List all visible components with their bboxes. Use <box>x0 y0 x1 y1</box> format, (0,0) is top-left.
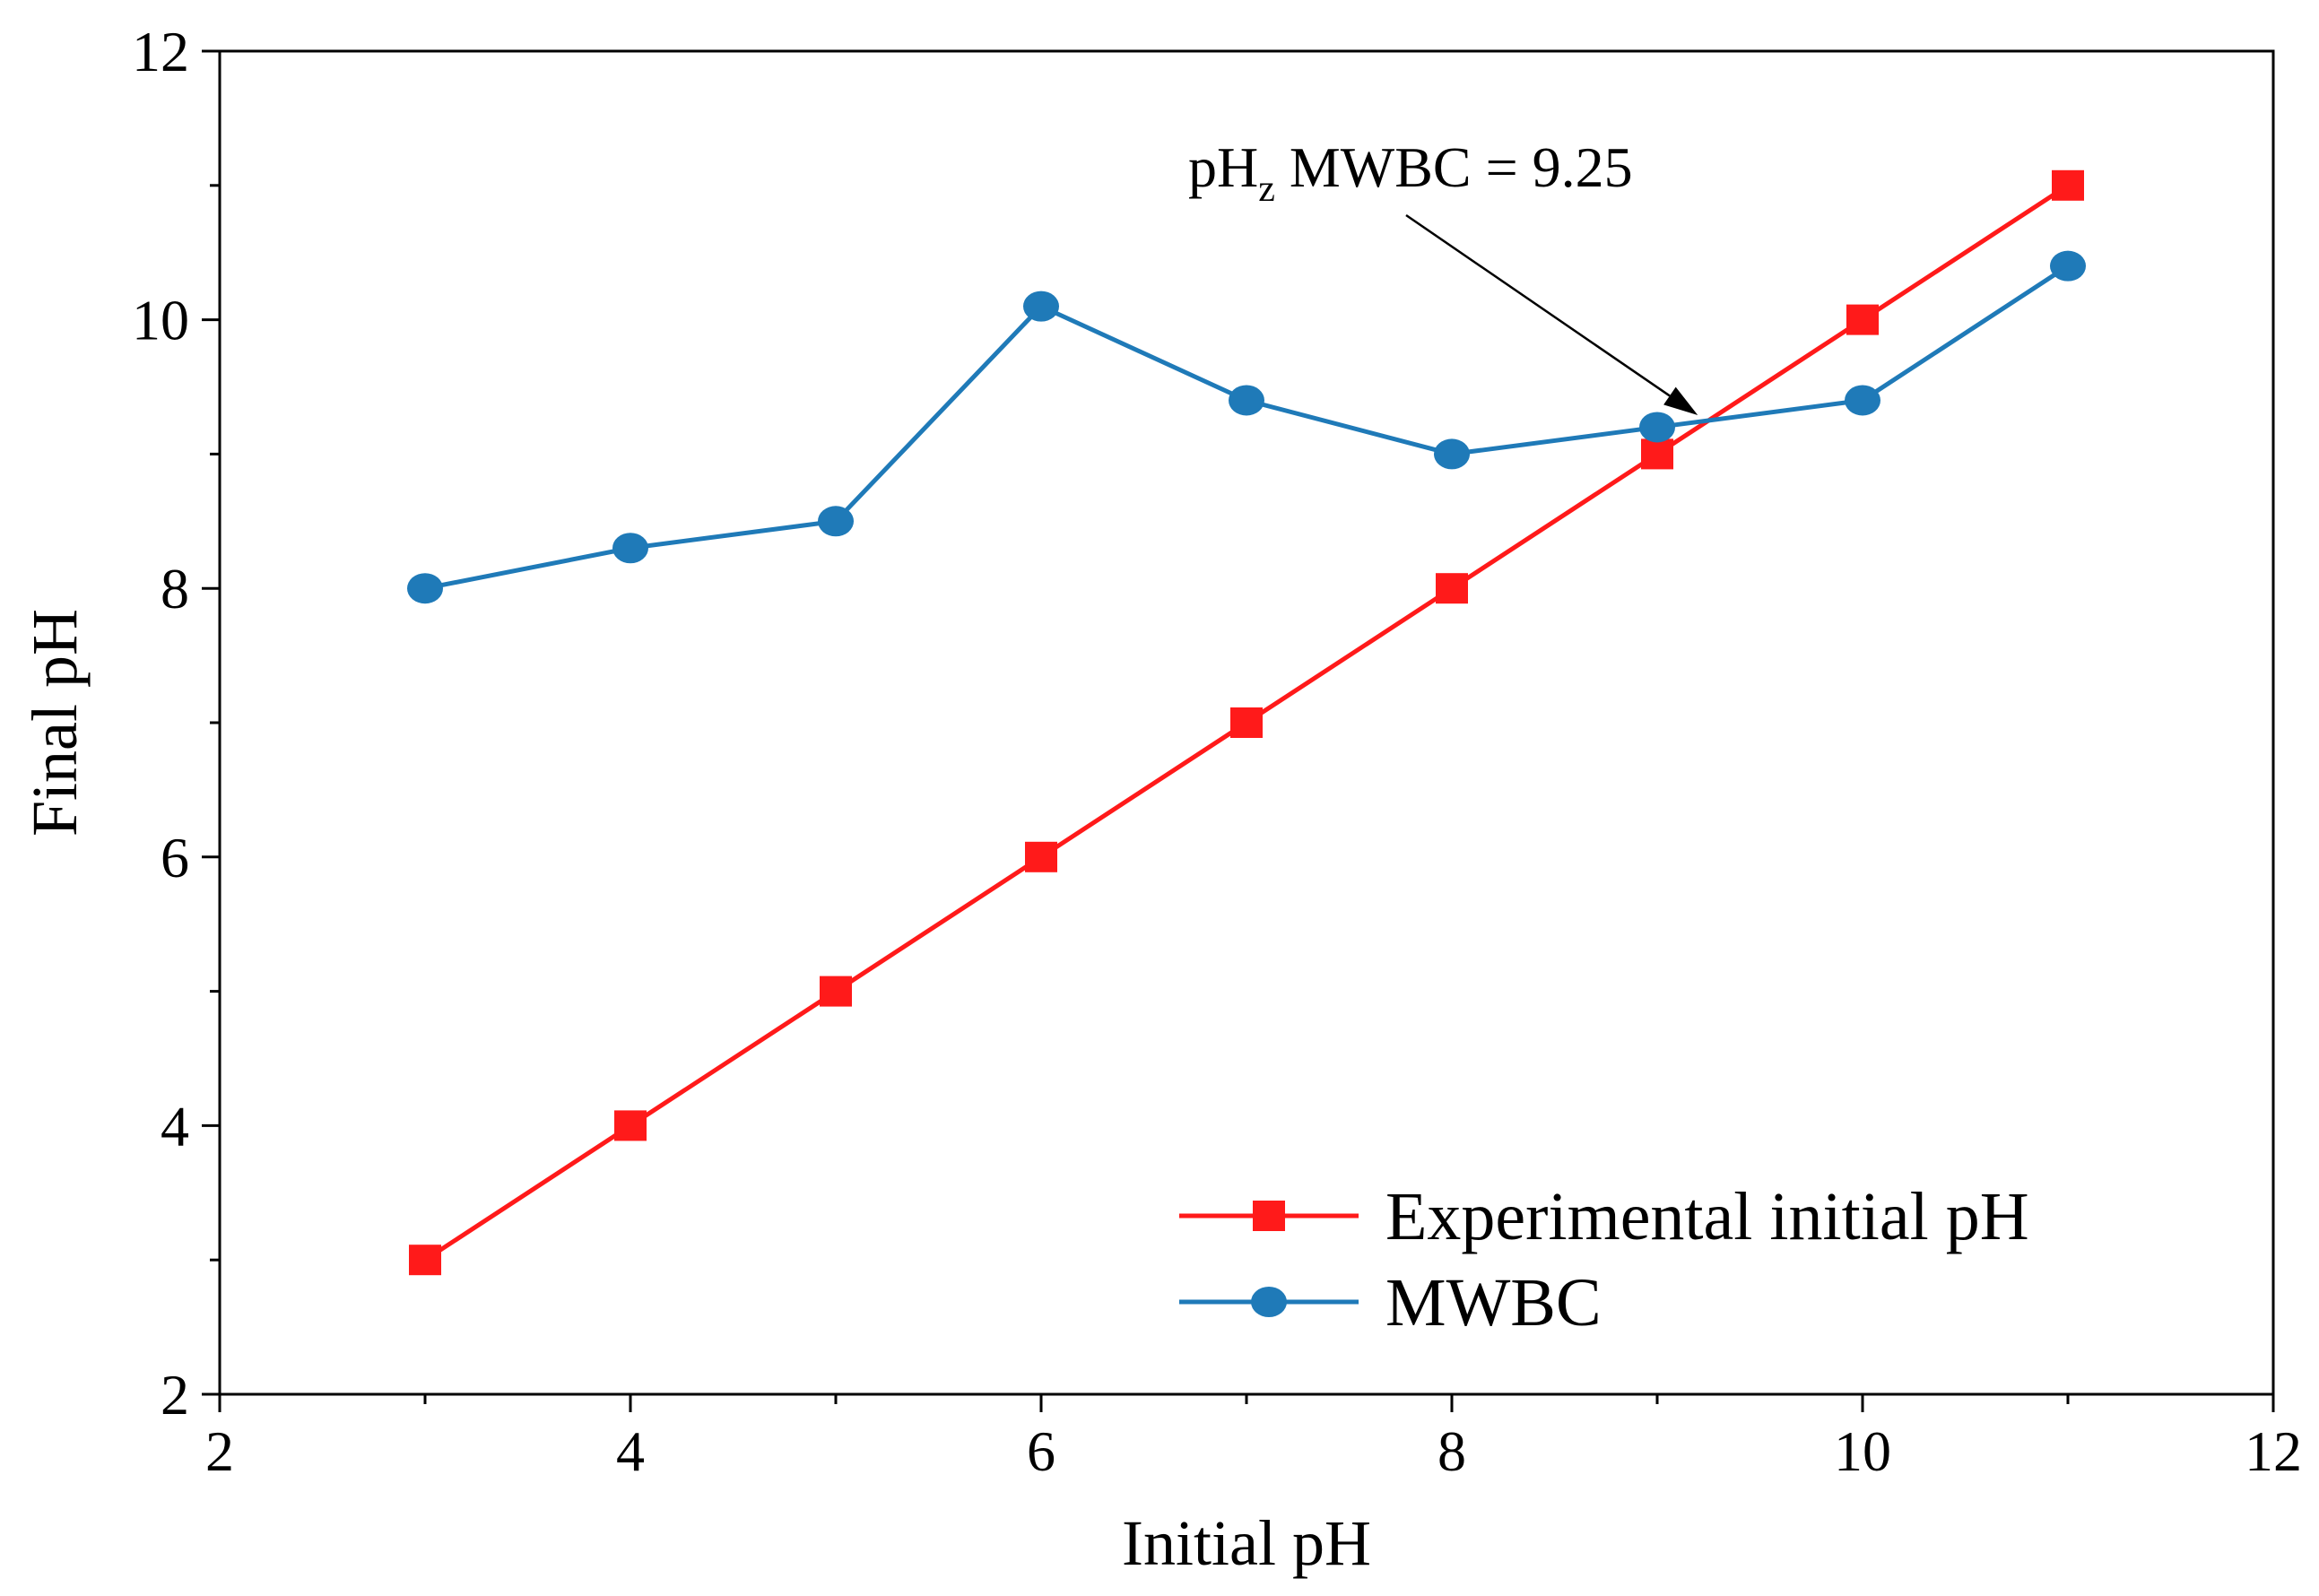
y-tick-label: 12 <box>132 20 189 83</box>
x-tick-label: 12 <box>2245 1419 2302 1483</box>
data-point-mwbc <box>1229 385 1264 416</box>
annotation-label-rest: MWBC = 9.25 <box>1275 135 1633 199</box>
data-point-experimental <box>409 1245 441 1276</box>
x-tick-label: 2 <box>205 1419 234 1483</box>
x-tick-label: 8 <box>1437 1419 1466 1483</box>
annotation-label-main: pH <box>1188 135 1258 199</box>
data-point-mwbc <box>1639 412 1675 443</box>
series-line-mwbc <box>424 264 2070 591</box>
data-point-experimental <box>2052 169 2084 201</box>
legend-marker-experimental <box>1253 1201 1285 1231</box>
y-tick-label: 10 <box>132 289 189 352</box>
y-tick-label: 2 <box>161 1363 189 1427</box>
annotation-arrowhead <box>1663 386 1698 415</box>
data-point-experimental <box>1846 304 1879 335</box>
data-point-experimental <box>1641 438 1673 470</box>
data-point-mwbc <box>2050 250 2086 282</box>
legend-item-mwbc: MWBC <box>1179 1265 1602 1340</box>
data-point-mwbc <box>1023 291 1059 322</box>
data-point-experimental <box>1436 573 1468 604</box>
annotation-label-subscript: z <box>1258 169 1275 210</box>
y-tick-label: 8 <box>161 557 189 620</box>
y-axis-title: Final pH <box>19 609 91 837</box>
x-axis-title: Initial pH <box>1122 1507 1371 1579</box>
series-layer <box>407 169 2086 1276</box>
data-point-mwbc <box>1845 385 1880 416</box>
legend-marker-mwbc <box>1251 1287 1287 1317</box>
data-point-mwbc <box>818 506 854 537</box>
data-point-experimental <box>1025 841 1057 872</box>
data-point-mwbc <box>612 533 648 564</box>
data-point-experimental <box>614 1110 647 1141</box>
data-point-mwbc <box>407 573 443 604</box>
y-tick-label: 6 <box>161 826 189 889</box>
x-axis: 2 4 6 8 10 12 <box>205 1394 2302 1483</box>
data-point-mwbc <box>1434 438 1470 470</box>
data-point-experimental <box>1230 707 1263 738</box>
annotation-label: pHz MWBC = 9.25 <box>1188 135 1633 210</box>
y-tick-label: 4 <box>161 1094 189 1158</box>
y-axis: 2 4 6 8 10 12 <box>132 20 220 1427</box>
x-tick-label: 4 <box>616 1419 645 1483</box>
data-point-experimental <box>820 976 852 1007</box>
annotation-arrow <box>1405 213 1671 397</box>
x-tick-label: 10 <box>1834 1419 1891 1483</box>
x-tick-label: 6 <box>1027 1419 1055 1483</box>
annotation: pHz MWBC = 9.25 <box>1188 135 1698 415</box>
legend-label-experimental: Experimental initial pH <box>1385 1179 2029 1254</box>
legend-item-experimental: Experimental initial pH <box>1179 1179 2029 1254</box>
legend-label-mwbc: MWBC <box>1385 1265 1602 1340</box>
legend: Experimental initial pH MWBC <box>1179 1179 2029 1340</box>
